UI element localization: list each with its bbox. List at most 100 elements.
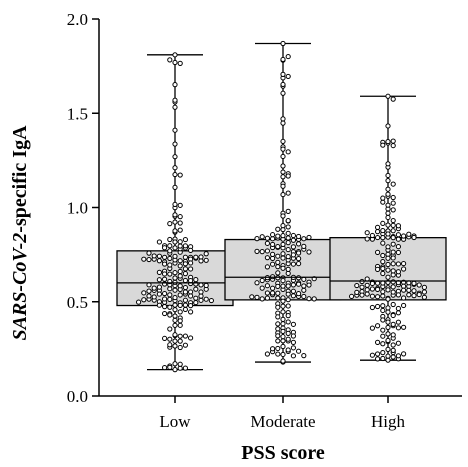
data-point xyxy=(385,172,391,179)
data-point xyxy=(280,233,286,239)
data-point xyxy=(390,261,396,267)
data-point xyxy=(270,346,276,352)
data-point xyxy=(177,309,183,315)
data-point xyxy=(280,321,286,327)
data-point xyxy=(275,333,281,339)
y-axis: 0.0 0.5 1.0 1.5 2.0 xyxy=(67,10,100,406)
y-axis-title: SARS-CoV-2-specific IgA xyxy=(9,125,31,341)
data-point xyxy=(280,338,286,344)
data-point xyxy=(375,266,381,273)
data-point xyxy=(311,296,317,302)
data-point xyxy=(280,183,286,189)
data-point xyxy=(177,268,183,275)
data-point xyxy=(141,256,147,262)
data-point xyxy=(369,325,375,331)
y-tick-label: 1.5 xyxy=(67,104,88,123)
data-point xyxy=(264,240,270,246)
data-point xyxy=(172,184,178,190)
data-point xyxy=(172,212,178,218)
data-point xyxy=(390,312,396,319)
data-point xyxy=(380,293,386,299)
data-point xyxy=(275,283,281,289)
data-point xyxy=(290,282,296,288)
data-point xyxy=(275,314,281,320)
data-point xyxy=(172,141,178,147)
data-point xyxy=(156,239,162,245)
data-point xyxy=(285,291,291,297)
data-point xyxy=(349,293,355,300)
data-point xyxy=(177,318,183,324)
data-point xyxy=(177,273,183,279)
data-point xyxy=(285,313,291,319)
data-point xyxy=(151,294,157,300)
data-point xyxy=(167,243,173,249)
data-point xyxy=(385,93,391,99)
data-point xyxy=(275,233,281,239)
data-point xyxy=(285,246,291,253)
data-point xyxy=(390,268,396,274)
data-point xyxy=(264,264,270,270)
data-point xyxy=(167,236,173,243)
data-point xyxy=(156,291,162,297)
data-point xyxy=(275,351,281,357)
data-point xyxy=(275,326,281,332)
data-point xyxy=(177,333,183,339)
data-point xyxy=(285,230,291,236)
data-point xyxy=(172,287,178,293)
data-point xyxy=(172,201,178,208)
data-point xyxy=(421,294,427,300)
data-point xyxy=(385,296,391,302)
data-point xyxy=(280,309,286,315)
data-point xyxy=(177,172,183,178)
data-point xyxy=(285,254,291,260)
data-point xyxy=(182,236,188,243)
data-point xyxy=(395,236,401,242)
data-point xyxy=(411,234,417,241)
data-point xyxy=(385,186,391,192)
data-point xyxy=(280,251,286,257)
data-point xyxy=(188,247,194,254)
data-point xyxy=(380,350,386,356)
data-point xyxy=(369,286,375,292)
data-point xyxy=(290,288,296,294)
data-point xyxy=(182,333,188,339)
data-point xyxy=(275,345,281,352)
data-point xyxy=(390,181,396,187)
data-point xyxy=(280,169,286,175)
data-point xyxy=(285,208,291,214)
data-point xyxy=(270,232,276,238)
data-point xyxy=(270,290,276,296)
data-point xyxy=(285,224,291,230)
data-point xyxy=(177,263,183,269)
data-point xyxy=(380,327,386,333)
data-point xyxy=(390,347,396,353)
data-point xyxy=(401,287,407,293)
data-point xyxy=(280,90,286,96)
data-point xyxy=(162,304,168,310)
data-point xyxy=(136,299,142,305)
data-point xyxy=(254,294,260,300)
data-point xyxy=(395,223,401,229)
data-point xyxy=(390,342,396,348)
data-point xyxy=(177,243,183,249)
data-point xyxy=(188,293,194,299)
data-point xyxy=(385,178,391,184)
data-point xyxy=(182,277,188,284)
data-point xyxy=(193,286,199,292)
data-point xyxy=(296,250,302,256)
data-point xyxy=(167,248,173,254)
data-point xyxy=(301,236,307,242)
data-point xyxy=(380,235,386,241)
data-point xyxy=(390,354,396,360)
data-point xyxy=(380,341,386,347)
data-point xyxy=(296,348,302,354)
data-point xyxy=(182,289,188,295)
data-point xyxy=(290,345,296,351)
data-point xyxy=(182,243,188,249)
data-point xyxy=(203,257,209,263)
data-point xyxy=(172,82,178,88)
data-point xyxy=(406,287,412,293)
data-point xyxy=(275,226,281,232)
data-point xyxy=(280,191,286,198)
data-point xyxy=(301,243,307,249)
